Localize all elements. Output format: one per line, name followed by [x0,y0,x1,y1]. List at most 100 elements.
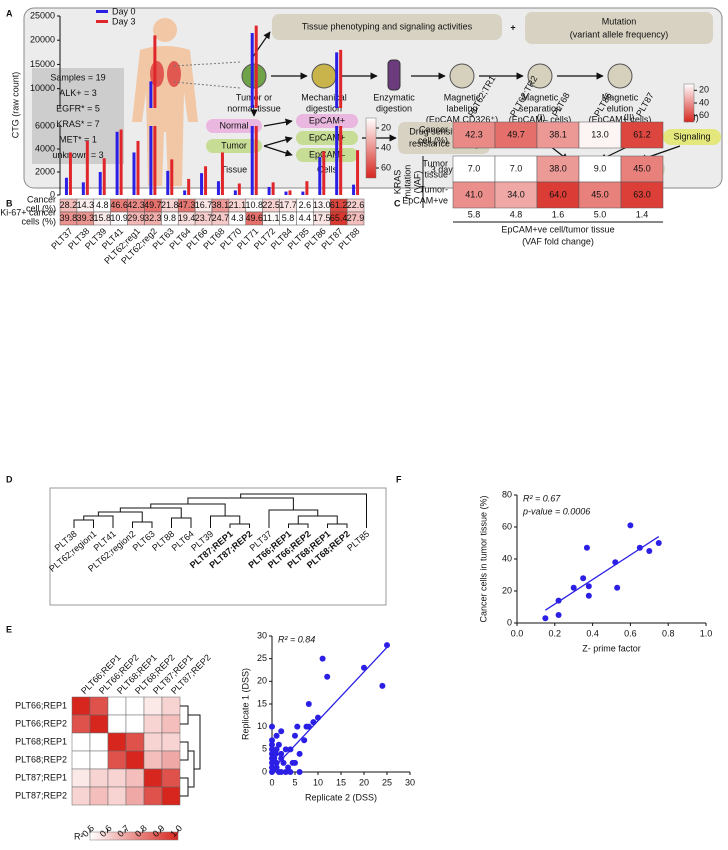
heat-cell [161,750,181,770]
heat-cell [161,786,181,806]
heat-cell [536,155,580,183]
dendrogram-branch [180,777,189,797]
bar [81,182,85,195]
dendrogram-branch [327,523,348,528]
step-icon [527,63,553,89]
cell-label: 61.2 [633,129,651,139]
cell-label: 28.2 [60,200,78,210]
cell-label: 61.2 [330,200,348,210]
x-tick-label: 25 [382,777,392,787]
row-label: Cancer [27,194,56,204]
cell-label: 21.1 [229,200,247,210]
point [278,769,285,775]
cell-label: 46.6 [110,200,128,210]
heat-cell [578,121,622,149]
summary-box [32,68,124,164]
summary-line: ALK+ = 3 [59,88,97,98]
point [315,714,321,721]
cell-pill [296,148,358,162]
row-label: tissue [424,169,448,179]
cell-pill [296,114,358,128]
fold-change-label: (VAF fold change) [522,236,594,246]
point [570,584,577,591]
dendrogram-branch [150,503,226,516]
dendrogram-branch [268,509,319,528]
cell-label: 4.4 [299,213,312,223]
point [282,746,289,753]
legend-label: Day 0 [112,6,136,16]
cell-label: 9.0 [594,163,607,173]
cell-label: 65.4 [330,213,348,223]
cell-pill [296,131,358,145]
dendrogram-branch [73,519,94,528]
step-label: labeling [446,103,477,113]
point [292,759,298,766]
bar [119,129,123,195]
heat-cell [536,121,580,149]
cell-label: 16.7 [195,200,213,210]
row-label: Tumor [422,158,448,168]
bar [166,170,170,195]
y-tick-label: 0 [262,766,267,776]
heat-cell [161,732,181,752]
bar [68,152,72,195]
cell-label: 13.0 [591,129,609,139]
heat-cell [578,155,622,183]
heat-cell [161,768,181,788]
cell-label: 10.8 [245,200,263,210]
x-tick-label: 5 [292,777,297,787]
heat-cell [494,181,538,209]
bar [102,158,106,195]
legend-swatch [96,20,108,23]
point [273,764,280,771]
heat-cell [71,732,91,752]
y-tick-label: 20 [502,585,512,595]
dendrogram-branch [297,515,338,524]
point [269,746,275,753]
point [273,732,280,739]
y-axis-label: Replicate 1 (DSS) [240,668,250,740]
row-label: cell (%) [418,135,448,145]
point [296,750,303,757]
point [310,719,317,726]
tissue-text: Normal [219,120,248,130]
heat-cell [71,750,91,770]
bar [271,182,275,195]
x-tick-label: 0.8 [662,628,675,638]
arrow [263,118,293,127]
point [305,723,312,730]
testing-text: Drug sensitivity & [409,126,479,136]
y-tick-label: 25000 [30,10,55,20]
leaf-label: PLT85 [345,529,371,553]
dendrogram-branch [210,515,241,528]
dendrogram-branch [240,493,367,528]
x-tick-label: 0 [269,777,274,787]
bar [64,177,68,195]
point [287,746,294,753]
panel-label: C [394,198,401,208]
bar [318,157,322,195]
heat-cell [125,714,145,734]
bar [200,173,204,195]
bar [254,25,258,196]
point [278,728,285,735]
tissue-pill [206,119,262,133]
heat-cell [107,714,127,734]
cell-label: 49.7 [507,129,525,139]
bar [220,152,224,195]
x-axis-label: Z- prime factor [582,643,641,653]
heat-cell [161,714,181,734]
cell-label: 49.6 [245,213,263,223]
readout-label: Signaling [673,131,710,141]
y-tick-label: 4000 [35,143,55,153]
point [585,592,592,599]
cell-label: 22.5 [262,200,280,210]
heat-cell [125,732,145,752]
heat-cell [125,696,145,716]
point [542,615,549,622]
fold-change: 5.8 [468,209,481,219]
arrow [263,136,293,147]
step-label: elution [607,103,634,113]
y-tick-label: 0 [50,189,55,199]
connector [173,81,241,89]
